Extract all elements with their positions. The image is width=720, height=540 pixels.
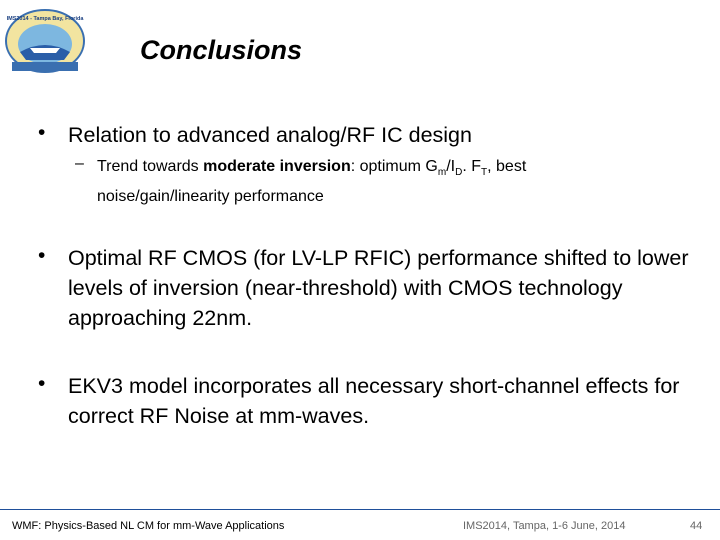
text-run: , best noise/gain/linearity performance [97, 158, 527, 206]
footer-center: IMS2014, Tampa, 1-6 June, 2014 [463, 520, 626, 532]
text-run: . F [462, 158, 482, 175]
footer-rule [0, 509, 720, 510]
subscript: D [455, 167, 463, 179]
subscript: T [481, 167, 488, 179]
logo-boat [30, 48, 60, 53]
logo: IMS2014 - Tampa Bay, Florida [5, 9, 85, 73]
subscript: m [437, 167, 447, 179]
slide-title: Conclusions [140, 35, 303, 65]
sub-dash: – [75, 155, 84, 172]
bold-run: moderate inversion [203, 158, 351, 175]
bullet-dot: • [38, 372, 46, 395]
logo-text: IMS2014 - Tampa Bay, Florida [7, 16, 85, 22]
text-run: /I [446, 158, 456, 175]
bullet-text: Optimal RF CMOS (for LV-LP RFIC) perform… [68, 246, 689, 330]
footer-left: WMF: Physics-Based NL CM for mm-Wave App… [12, 520, 285, 532]
bullet-dot: • [38, 121, 46, 144]
bullet-dot: • [38, 244, 46, 267]
text-run: : optimum G [350, 158, 438, 175]
bullet-text: EKV3 model incorporates all necessary sh… [68, 374, 680, 428]
sub-bullet-text: Trend towards moderate inversion: optimu… [97, 155, 657, 209]
page-number: 44 [690, 520, 703, 532]
bullet-text: Relation to advanced analog/RF IC design [68, 123, 472, 147]
logo-banner [12, 62, 78, 71]
text-run: Trend towards [97, 158, 204, 175]
